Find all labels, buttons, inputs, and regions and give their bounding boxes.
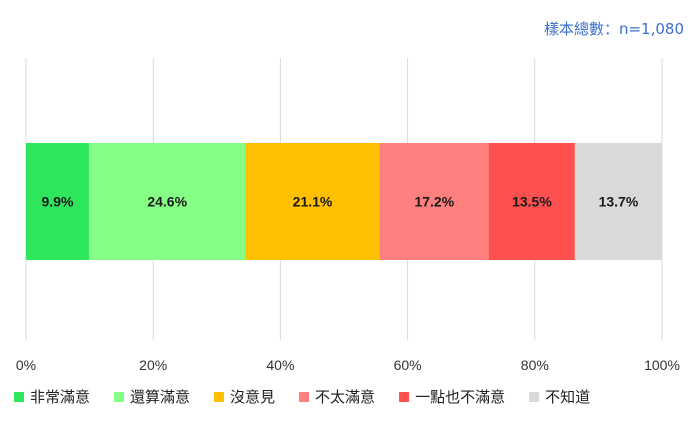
legend-swatch-4 (299, 392, 310, 402)
legend-swatch-5 (399, 392, 410, 402)
bar-segment-2 (88, 143, 246, 260)
x-tick-label-1: 20% (139, 357, 167, 373)
data-label-3: 21.1% (293, 194, 333, 210)
legend-swatch-1 (14, 392, 24, 402)
legend-label-5: 一點也不滿意 (415, 388, 505, 406)
bar-segment-5 (489, 143, 575, 260)
data-label-6: 13.7% (599, 194, 639, 210)
x-tick-label-5: 100% (644, 357, 680, 373)
x-tick-label-0: 0% (16, 357, 36, 373)
bar-segment-3 (245, 143, 380, 260)
legend-swatch-6 (529, 392, 540, 402)
legend-swatch-2 (114, 392, 125, 402)
legend-label-2: 還算滿意 (130, 388, 190, 406)
data-label-2: 24.6% (147, 194, 187, 210)
bar-segment-6 (574, 143, 662, 260)
legend-swatch-3 (214, 392, 225, 402)
x-tick-label-2: 40% (266, 357, 294, 373)
legend-label-3: 沒意見 (230, 388, 275, 406)
legend-label-1: 非常滿意 (30, 388, 90, 406)
data-label-4: 17.2% (414, 194, 454, 210)
legend-label-4: 不太滿意 (315, 388, 375, 406)
sample-size-note: 樣本總數：n=1,080 (543, 20, 684, 38)
data-label-1: 9.9% (42, 194, 74, 210)
x-tick-label-4: 80% (521, 357, 549, 373)
bar-segment-1 (26, 143, 89, 260)
data-label-5: 13.5% (512, 194, 552, 210)
x-tick-label-3: 60% (394, 357, 422, 373)
bar-segment-4 (379, 143, 490, 260)
legend-label-6: 不知道 (545, 388, 590, 406)
